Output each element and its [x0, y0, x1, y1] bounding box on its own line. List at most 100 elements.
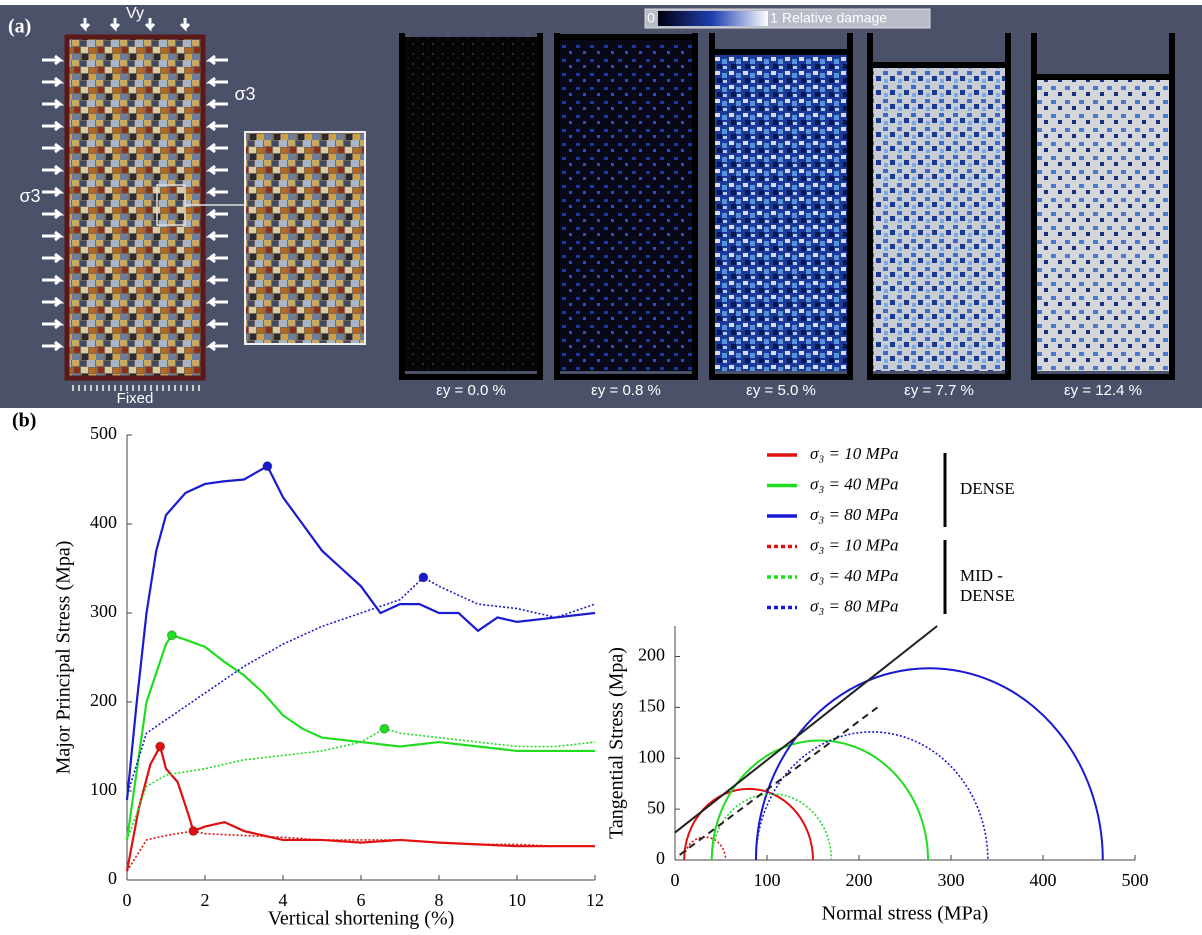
panel-label: (b): [12, 410, 36, 432]
arrow: [42, 252, 65, 264]
legend-group: MID -DENSE: [960, 566, 1015, 605]
strain-label: εy = 5.0 %: [746, 382, 816, 399]
y-tick-label: 200: [90, 690, 117, 710]
arrow: [144, 18, 156, 32]
snapshot-frame: [1031, 33, 1175, 380]
peak-marker: [262, 461, 273, 472]
y-tick-label: 100: [90, 779, 117, 799]
colorbar: [658, 11, 768, 26]
mohr-circle: [711, 793, 833, 861]
x-tick-label: 400: [1030, 870, 1057, 890]
failure-envelope: [674, 625, 938, 834]
base-label: Fixed: [117, 390, 154, 407]
legend-label: σ₃ = 40 MPa: [810, 474, 899, 493]
platen: [715, 49, 847, 55]
strain-label: εy = 0.8 %: [591, 382, 661, 399]
x-tick-label: 0: [123, 890, 132, 910]
mohr-circle: [754, 667, 1104, 861]
arrow: [205, 274, 228, 286]
arrow: [42, 230, 65, 242]
x-tick-label: 300: [938, 870, 965, 890]
x-tick-label: 200: [846, 870, 873, 890]
sigma-label: σ3: [19, 186, 40, 206]
snapshot-frame: [709, 33, 853, 380]
colorbar-max: 1: [770, 10, 778, 26]
snapshot: [873, 68, 1005, 371]
arrow: [205, 142, 228, 154]
arrow: [42, 296, 65, 308]
y-tick-label: 50: [647, 797, 665, 817]
arrow: [42, 76, 65, 88]
platen: [560, 34, 692, 40]
arrow: [42, 208, 65, 220]
series-line: [126, 830, 595, 872]
x-tick-label: 8: [435, 890, 444, 910]
panel-a: (a) Vy σ3 σ3 Fixed 0 1 Relative damage ε…: [0, 5, 1202, 408]
sigma-label: σ3: [234, 84, 255, 104]
arrow: [205, 208, 228, 220]
load-arrows: [42, 18, 228, 352]
snapshot: [405, 37, 537, 371]
strain-label: εy = 12.4 %: [1064, 382, 1142, 399]
x-axis-label: Vertical shortening (%): [268, 908, 455, 930]
y-tick-label: 500: [90, 423, 117, 443]
arrow: [42, 340, 65, 352]
y-tick-label: 300: [90, 601, 117, 621]
panel-label: (a): [8, 16, 31, 38]
y-tick-label: 0: [108, 868, 117, 888]
snapshot-frame: [867, 33, 1011, 380]
series-line: [125, 464, 596, 801]
mohr-circle: [683, 836, 727, 861]
x-tick-label: 6: [357, 890, 366, 910]
failure-envelope: [679, 706, 878, 856]
arrow: [179, 18, 191, 32]
arrow: [205, 54, 228, 66]
y-tick-label: 0: [656, 848, 665, 868]
x-tick-label: 10: [508, 890, 526, 910]
x-tick-label: 4: [279, 890, 288, 910]
colorbar-title: Relative damage: [782, 10, 887, 26]
arrow: [42, 54, 65, 66]
arrow: [205, 164, 228, 176]
x-tick-label: 100: [754, 870, 781, 890]
peak-marker: [379, 723, 390, 734]
platen: [873, 62, 1005, 68]
zoom-inset: [244, 131, 366, 345]
y-tick-label: 150: [638, 696, 665, 716]
peak-marker: [418, 572, 429, 583]
strain-label: εy = 0.0 %: [436, 382, 506, 399]
arrow: [42, 142, 65, 154]
legend-label: σ₃ = 10 MPa: [810, 444, 899, 463]
load-label: Vy: [126, 5, 144, 22]
platen: [1037, 74, 1169, 80]
legend-group: DENSE: [960, 479, 1015, 498]
arrow: [205, 252, 228, 264]
legend-label: σ₃ = 80 MPa: [810, 596, 899, 615]
colorbar-min: 0: [647, 10, 655, 26]
x-tick-label: 2: [201, 890, 210, 910]
arrow: [205, 340, 228, 352]
x-tick-label: 0: [671, 870, 680, 890]
y-tick-label: 200: [638, 645, 665, 665]
arrow: [205, 296, 228, 308]
series-line: [126, 576, 596, 796]
series-line: [126, 727, 596, 841]
snapshot: [1037, 80, 1169, 371]
mohr-circle: [683, 787, 814, 861]
damage-snapshots: εy = 0.0 % εy = 0.8 % εy = 5.0 % εy = 7.7 %…: [399, 33, 1175, 399]
y-axis-label: Major Principal Stress (Mpa): [53, 541, 75, 775]
legend-label: σ₃ = 10 MPa: [810, 535, 899, 554]
snapshot-frame: [399, 33, 543, 380]
arrow: [205, 230, 228, 242]
arrow: [42, 274, 65, 286]
snapshot: [560, 40, 692, 371]
arrow: [205, 76, 228, 88]
x-axis-label: Normal stress (MPa): [822, 903, 989, 925]
arrow: [109, 18, 121, 32]
arrow: [42, 164, 65, 176]
legend-label: σ₃ = 80 MPa: [810, 505, 899, 524]
snapshot: [715, 55, 847, 371]
x-tick-label: 12: [586, 890, 604, 910]
series-line: [125, 633, 595, 841]
